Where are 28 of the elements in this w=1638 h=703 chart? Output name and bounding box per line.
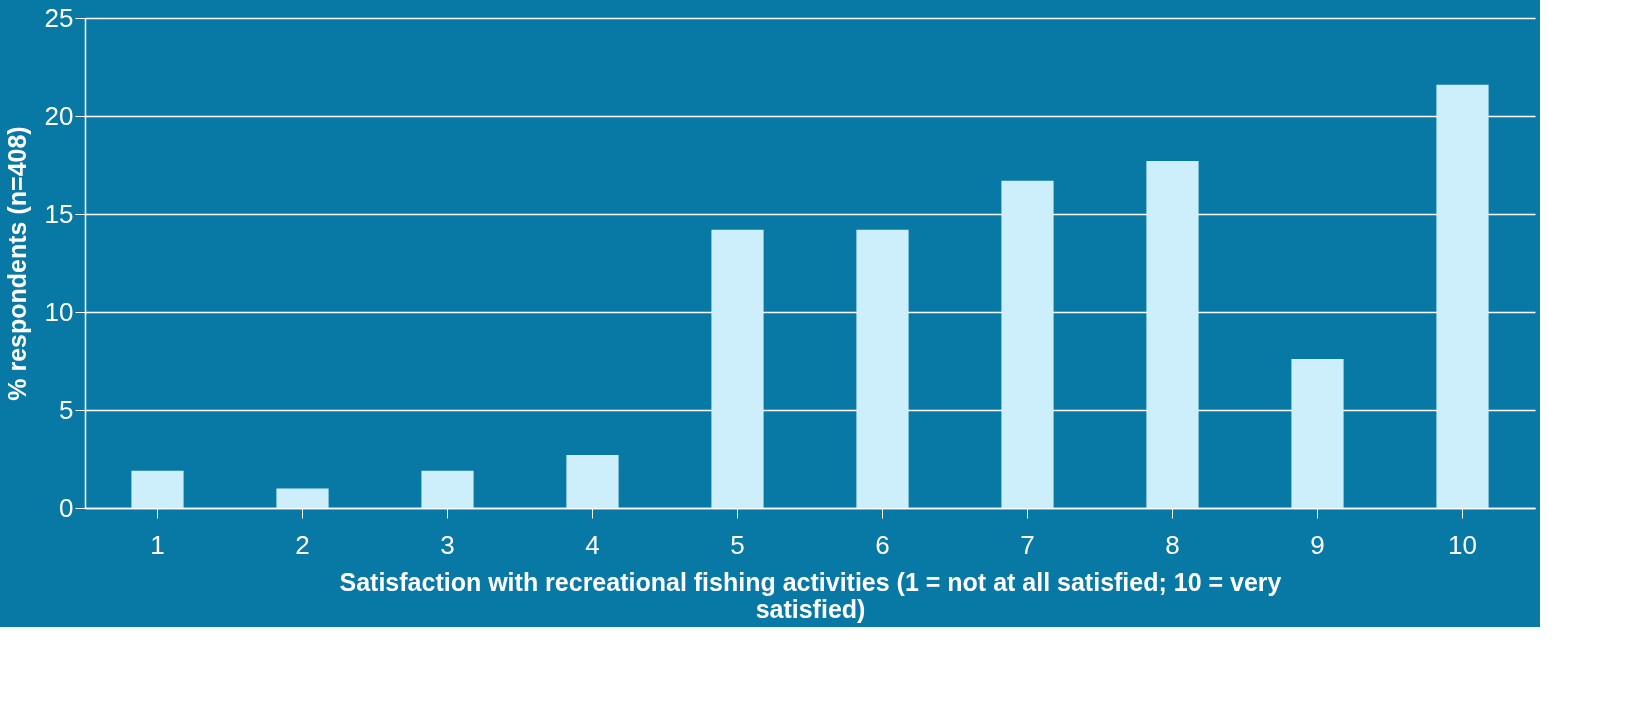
y-tick-label: 25: [44, 2, 74, 33]
y-tick-label: 10: [44, 296, 74, 327]
y-axis-title: % respondents (n=408): [2, 126, 31, 401]
bar: [1146, 161, 1199, 508]
x-tick-label: 8: [1165, 529, 1180, 560]
x-tick-label: 7: [1020, 529, 1035, 560]
bar: [421, 470, 474, 508]
x-tick-label: 3: [440, 529, 455, 560]
bar: [711, 229, 764, 508]
x-axis-title: Satisfaction with recreational fishing activities (1 = not at all satisfied; 10 = very satisfied): [339, 567, 1282, 623]
bar: [1436, 84, 1489, 508]
x-tick-label: 6: [875, 529, 890, 560]
x-tick-label: 5: [730, 529, 745, 560]
bar: [856, 229, 909, 508]
bar: [276, 488, 329, 508]
x-tick-label: 2: [295, 529, 310, 560]
y-tick-label: 5: [59, 394, 74, 425]
bar: [1001, 180, 1054, 508]
x-tick-label: 1: [150, 529, 165, 560]
y-tick-label: 0: [59, 492, 74, 523]
x-tick-label: 4: [585, 529, 600, 560]
x-tick-label: 9: [1310, 529, 1325, 560]
y-tick-label: 20: [44, 100, 74, 131]
y-tick-label: 15: [44, 198, 74, 229]
bar: [131, 470, 184, 508]
x-tick-label: 10: [1448, 529, 1477, 560]
bar: [1291, 359, 1344, 508]
bar: [566, 455, 619, 508]
